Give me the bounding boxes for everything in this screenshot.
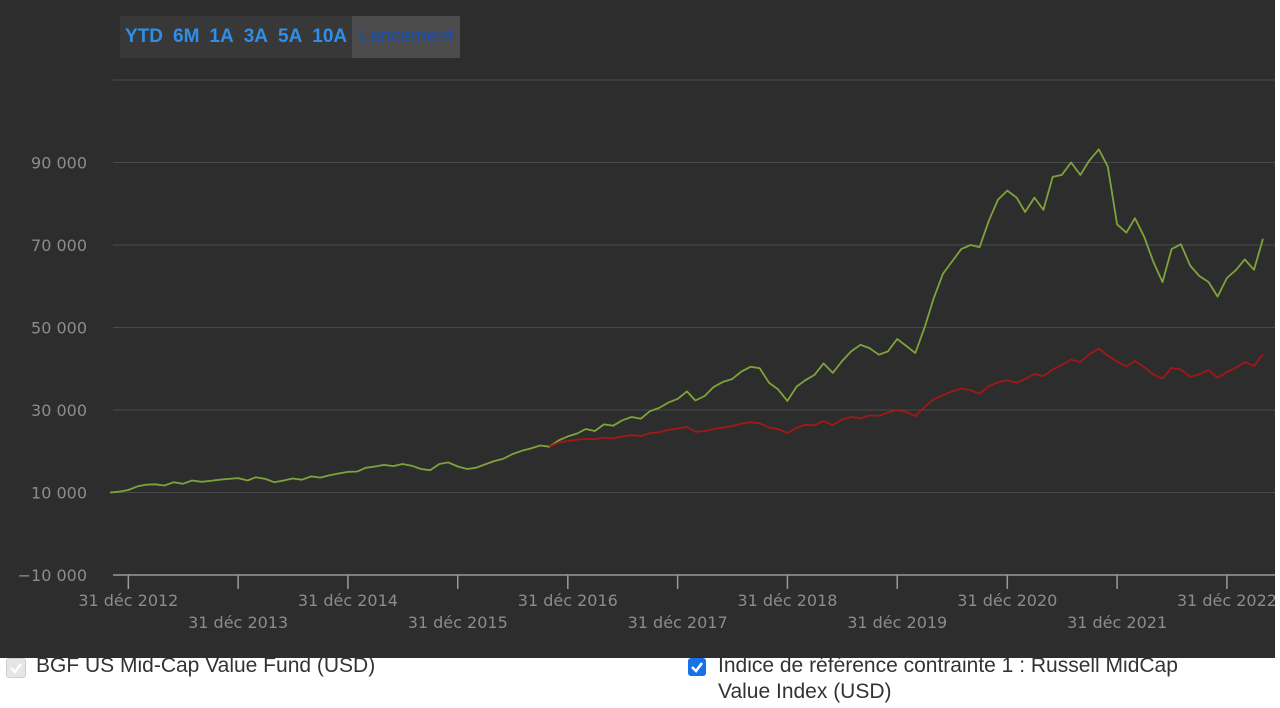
legend: BGF US Mid-Cap Value Fund (USD) Indice d… — [0, 654, 1280, 708]
y-axis: −10 000 10 000 30 000 50 000 70 000 90 000 — [18, 154, 87, 586]
range-button-6m[interactable]: 6M — [173, 26, 200, 47]
grid-lines — [113, 79, 1275, 493]
range-button-10a[interactable]: 10A — [312, 26, 348, 47]
x-tick-label: 31 déc 2018 — [737, 591, 837, 610]
series-lines — [109, 148, 1264, 494]
y-tick-label: 50 000 — [31, 319, 87, 338]
y-tick-label: −10 000 — [18, 566, 87, 585]
y-tick-label: 90 000 — [31, 154, 87, 173]
x-tick-label: 31 déc 2014 — [298, 591, 398, 610]
index-checkbox[interactable] — [688, 658, 706, 676]
series-line-fund — [109, 148, 1264, 494]
x-tick-label: 31 déc 2022 — [1177, 591, 1275, 610]
range-button-5a[interactable]: 5A — [278, 26, 303, 47]
range-button-3a[interactable]: 3A — [243, 26, 268, 47]
x-tick-label: 31 déc 2012 — [78, 591, 178, 610]
legend-index-label-line1[interactable]: Indice de référence contrainte 1 : Russe… — [718, 654, 1178, 677]
fund-checkbox[interactable] — [6, 658, 26, 678]
line-chart: −10 000 10 000 30 000 50 000 70 000 90 000 31… — [18, 79, 1275, 632]
x-tick-label: 31 déc 2015 — [408, 613, 508, 632]
x-tick-label: 31 déc 2017 — [628, 613, 728, 632]
check-icon — [691, 662, 703, 673]
range-button-1a[interactable]: 1A — [209, 26, 234, 47]
y-tick-label: 10 000 — [31, 484, 87, 503]
x-axis: 31 déc 2012 31 déc 2013 31 déc 2014 31 déc … — [78, 574, 1275, 632]
range-button-lancement[interactable]: Lancement — [352, 16, 461, 58]
y-tick-label: 30 000 — [31, 401, 87, 420]
series-line-index — [549, 347, 1264, 448]
legend-index-label-line2[interactable]: Value Index (USD) — [718, 680, 892, 703]
range-button-ytd[interactable]: YTD — [125, 26, 163, 47]
x-tick-label: 31 déc 2016 — [518, 591, 618, 610]
x-tick-label: 31 déc 2019 — [847, 613, 947, 632]
x-tick-label: 31 déc 2021 — [1067, 613, 1167, 632]
chart-panel: YTD 6M 1A 3A 5A 10A Lancement −10 000 10 … — [0, 0, 1275, 658]
y-tick-label: 70 000 — [31, 236, 87, 255]
x-tick-label: 31 déc 2020 — [957, 591, 1057, 610]
range-selector: YTD 6M 1A 3A 5A 10A Lancement — [120, 16, 461, 58]
x-tick-label: 31 déc 2013 — [188, 613, 288, 632]
legend-fund-label[interactable]: BGF US Mid-Cap Value Fund (USD) — [36, 654, 376, 677]
check-icon — [10, 663, 22, 674]
